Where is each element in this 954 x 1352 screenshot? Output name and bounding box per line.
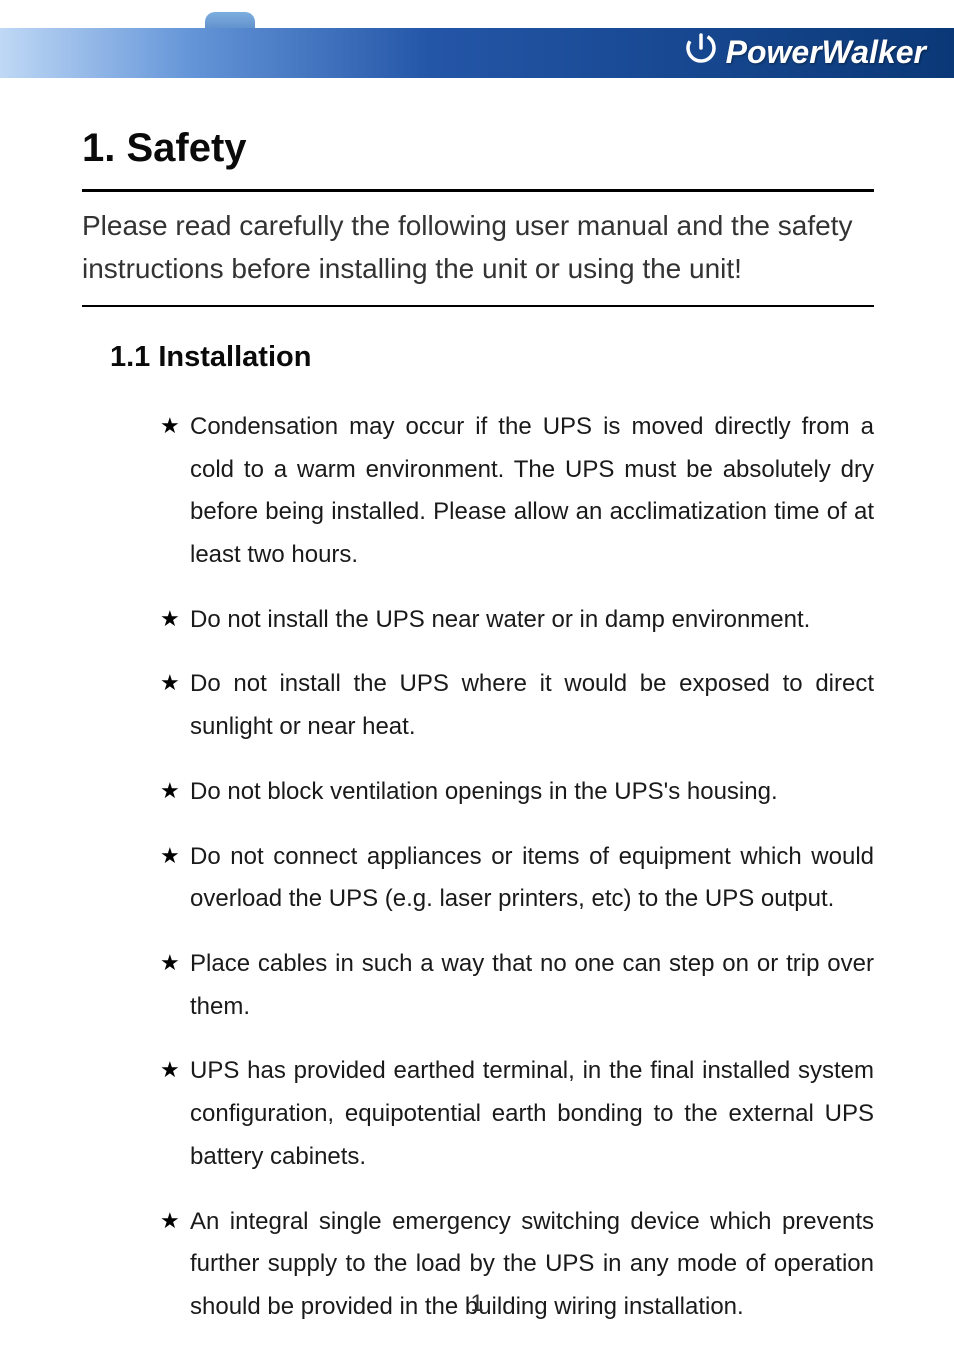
- brand-logo: PowerWalker: [684, 32, 926, 72]
- list-item: Do not install the UPS where it would be…: [160, 663, 874, 748]
- header-bar: PowerWalker: [0, 0, 954, 78]
- divider-thick: [82, 189, 874, 192]
- chapter-title: 1. Safety: [82, 126, 874, 171]
- divider-thin: [82, 305, 874, 307]
- list-item: Do not block ventilation openings in the…: [160, 771, 874, 814]
- list-item: Place cables in such a way that no one c…: [160, 943, 874, 1028]
- brand-name: PowerWalker: [726, 34, 926, 71]
- list-item: Do not connect appliances or items of eq…: [160, 836, 874, 921]
- power-icon: [684, 31, 718, 73]
- page-content: 1. Safety Please read carefully the foll…: [0, 78, 954, 1329]
- list-item: Condensation may occur if the UPS is mov…: [160, 406, 874, 577]
- list-item: UPS has provided earthed terminal, in th…: [160, 1050, 874, 1178]
- page-number: 1: [0, 1290, 954, 1318]
- list-item: Do not install the UPS near water or in …: [160, 599, 874, 642]
- chapter-intro: Please read carefully the following user…: [82, 204, 874, 291]
- section-title: 1.1 Installation: [110, 341, 874, 374]
- bullet-list: Condensation may occur if the UPS is mov…: [82, 406, 874, 1329]
